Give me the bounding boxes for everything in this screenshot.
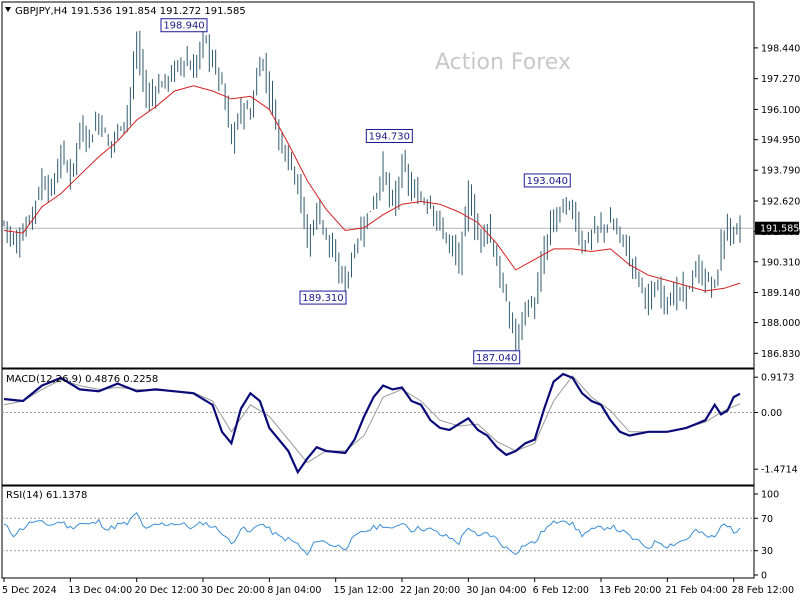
moving-average-line — [3, 85, 741, 292]
time-tick-label: 21 Feb 04:00 — [665, 585, 727, 596]
price-tick-label: 186.830 — [761, 349, 800, 360]
price-tick-label: 189.140 — [761, 288, 800, 299]
time-tick-label: 20 Dec 12:00 — [135, 585, 199, 596]
price-label-box — [365, 128, 413, 143]
price-tick-label: 197.270 — [761, 74, 800, 85]
time-tick-label: 8 Jan 04:00 — [267, 585, 321, 596]
menu-triangle-icon[interactable] — [5, 7, 11, 12]
time-tick-label: 5 Dec 2024 — [2, 585, 57, 596]
current-price-tag-text: 191.585 — [760, 224, 799, 235]
price-label: 189.310 — [302, 293, 343, 304]
price-label-box — [299, 290, 347, 305]
price-tick-label: 190.310 — [761, 257, 800, 268]
price-tick-label: 192.620 — [761, 196, 800, 207]
price-tick-label: 188.000 — [761, 318, 800, 329]
macd-panel-frame — [1, 368, 755, 486]
macd-tick-label: 0.9173 — [761, 373, 794, 384]
price-label-box — [523, 173, 571, 188]
price-tick-label: 194.950 — [761, 135, 800, 146]
rsi-title: RSI(14) 61.1378 — [6, 490, 87, 501]
price-tick-label: 193.790 — [761, 166, 800, 177]
price-y-axis: 198.440 197.270 196.100 194.950 193.790 192.6… — [754, 43, 800, 360]
time-tick-label: 28 Feb 12:00 — [732, 585, 794, 596]
current-price-tag-box — [755, 221, 799, 235]
macd-main-line — [3, 372, 741, 475]
macd-tick-label: -1.4714 — [761, 465, 798, 476]
rsi-line — [3, 512, 741, 556]
time-tick-label: 13 Dec 04:00 — [68, 585, 132, 596]
time-x-axis: 5 Dec 2024 13 Dec 04:00 20 Dec 12:00 30 Dec… — [2, 578, 794, 596]
price-label: 193.040 — [527, 176, 568, 187]
time-tick-label: 6 Feb 12:00 — [533, 585, 589, 596]
price-label: 187.040 — [476, 353, 517, 364]
macd-tick-label: 0.00 — [761, 408, 782, 419]
rsi-tick-label: 70 — [761, 514, 773, 525]
price-label: 198.940 — [163, 21, 204, 32]
price-panel-frame — [1, 1, 755, 369]
watermark: Action Forex — [435, 50, 571, 75]
symbol-header: GBPJPY,H4 191.536 191.854 191.272 191.58… — [15, 6, 246, 17]
price-tick-label: 198.440 — [761, 43, 800, 54]
rsi-panel-frame — [1, 485, 755, 579]
price-label-box — [160, 18, 208, 33]
price-panel: GBPJPY,H4 191.536 191.854 191.272 191.58… — [1, 1, 800, 369]
time-tick-label: 13 Feb 20:00 — [599, 585, 661, 596]
macd-y-axis: 0.9173 0.00 -1.4714 — [754, 373, 798, 476]
price-label: 194.730 — [369, 131, 410, 142]
price-tick-label: 196.100 — [761, 105, 800, 116]
rsi-tick-label: 0 — [761, 571, 767, 582]
rsi-panel: RSI(14) 61.1378 100 70 30 0 — [1, 485, 779, 582]
price-label-box — [473, 350, 521, 365]
price-bars — [3, 25, 741, 352]
time-tick-label: 30 Jan 04:00 — [466, 585, 526, 596]
rsi-tick-label: 30 — [761, 546, 773, 557]
time-tick-label: 30 Dec 20:00 — [201, 585, 265, 596]
macd-panel: MACD(12,26,9) 0.4876 0.2258 0.9173 0.00 -1… — [1, 368, 798, 486]
rsi-tick-label: 100 — [761, 490, 779, 501]
price-annotations: 198.940 189.310 194.730 187.040 193.040 — [160, 18, 571, 365]
rsi-y-axis: 100 70 30 0 — [754, 490, 779, 582]
time-tick-label: 22 Jan 20:00 — [400, 585, 460, 596]
macd-title: MACD(12,26,9) 0.4876 0.2258 — [6, 374, 158, 385]
current-price-tag: 191.585 — [755, 221, 799, 235]
time-tick-label: 15 Jan 12:00 — [334, 585, 394, 596]
